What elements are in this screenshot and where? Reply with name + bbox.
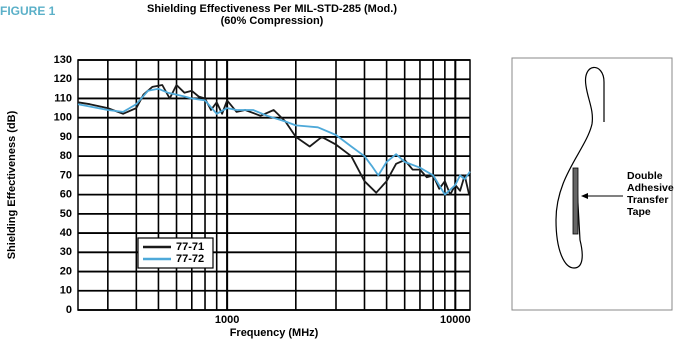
x-tick-label: 10000 <box>440 314 471 326</box>
y-tick-label: 80 <box>60 150 72 162</box>
y-tick-label: 60 <box>60 189 72 201</box>
transfer-tape <box>572 167 579 235</box>
y-tick-label: 10 <box>60 285 72 297</box>
legend-label: 77-71 <box>176 241 204 253</box>
y-tick-label: 20 <box>60 265 72 277</box>
y-tick-label: 100 <box>54 112 72 124</box>
y-tick-label: 130 <box>54 54 72 66</box>
y-axis-label: Shielding Effectiveness (dB) <box>6 110 18 259</box>
diagram-label: Transfer <box>627 194 668 206</box>
gasket-outline <box>555 66 605 269</box>
y-tick-label: 50 <box>60 208 72 220</box>
x-tick-label: 1000 <box>215 314 239 326</box>
diagram-label: Double <box>627 170 663 182</box>
diagram-label: Adhesive <box>627 182 674 194</box>
diagram-label: Tape <box>627 206 651 218</box>
arrow-head <box>581 193 588 199</box>
y-tick-label: 70 <box>60 169 72 181</box>
figure-label: FIGURE 1 <box>0 4 56 18</box>
chart-subtitle: (60% Compression) <box>221 15 324 27</box>
plot: 0 10 20 30 40 50 60 70 80 90 100 110 120 130 1000 10000… <box>54 54 471 326</box>
y-tick-label: 120 <box>54 73 72 85</box>
series-line <box>77 87 471 196</box>
y-tick-label: 40 <box>60 227 72 239</box>
legend-label: 77-72 <box>176 253 204 265</box>
x-axis-label: Frequency (MHz) <box>230 327 319 339</box>
diagram-frame <box>511 57 673 311</box>
y-tick-label: 110 <box>54 92 72 104</box>
chart-title: Shielding Effectiveness Per MIL-STD-285 … <box>147 3 397 15</box>
y-tick-label: 30 <box>60 246 72 258</box>
legend-box <box>137 237 214 269</box>
y-tick-label: 90 <box>60 131 72 143</box>
y-tick-label: 0 <box>66 304 72 316</box>
